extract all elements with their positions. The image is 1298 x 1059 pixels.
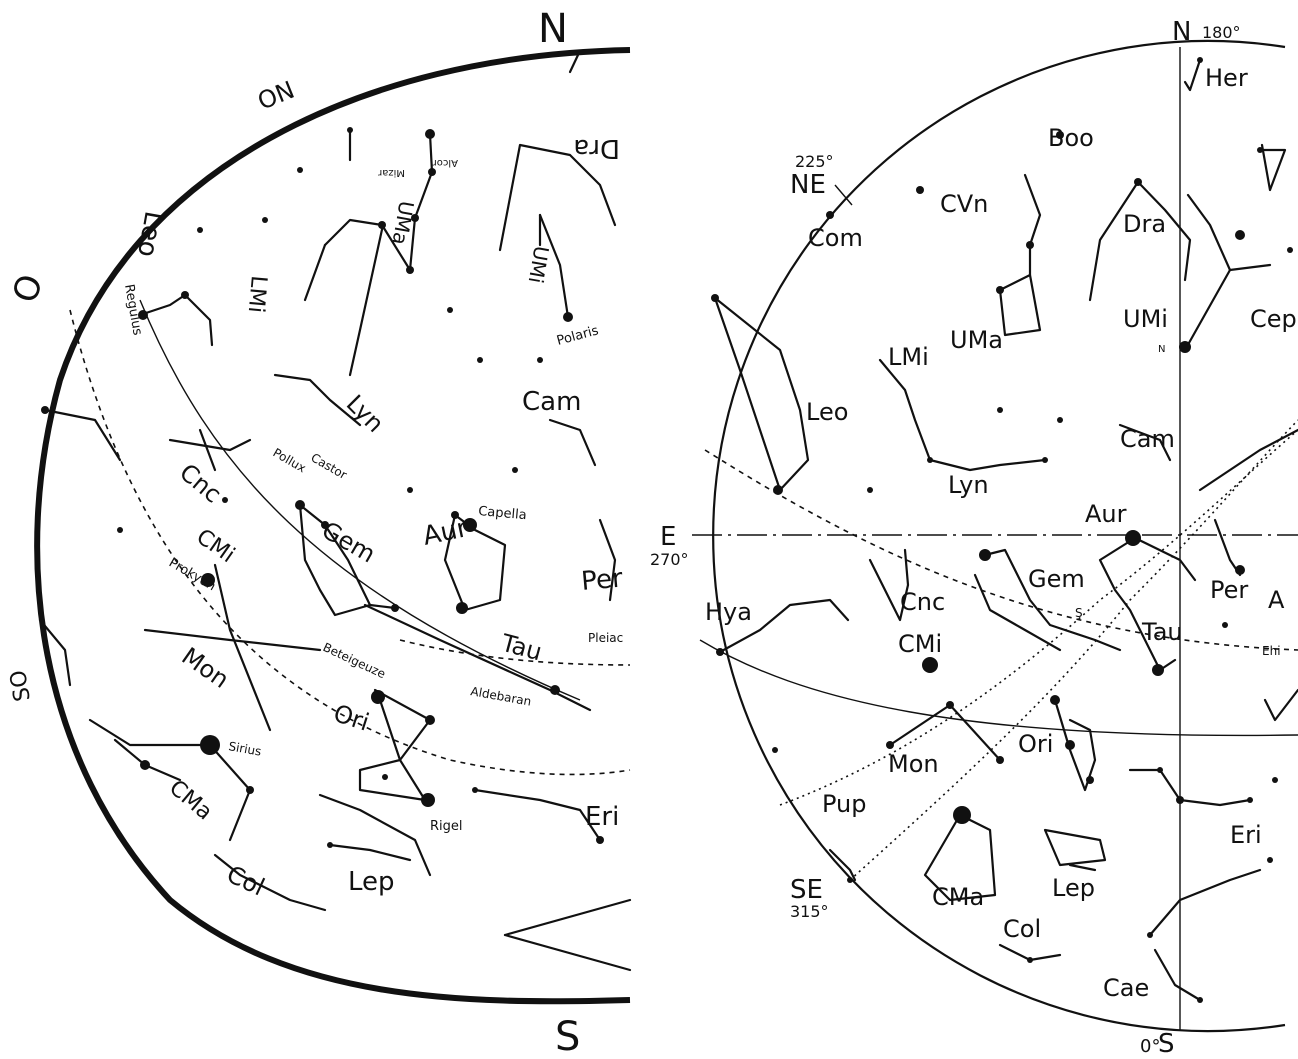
right-pole-marker: N bbox=[1158, 344, 1165, 355]
right-cardinal-e: E bbox=[660, 522, 676, 552]
right-label-com: Com bbox=[808, 224, 863, 252]
left-label-tau: Tau bbox=[497, 628, 544, 666]
left-star-alcor: Alcor bbox=[432, 157, 458, 168]
left-cardinal-s: S bbox=[555, 1014, 580, 1059]
right-label-gem: Gem bbox=[1028, 565, 1085, 593]
left-star-rigel: Rigel bbox=[430, 819, 463, 834]
right-label-col: Col bbox=[1003, 915, 1041, 943]
right-cardinal-s-deg: 0° bbox=[1140, 1036, 1160, 1057]
right-label-uma: UMa bbox=[950, 326, 1003, 354]
left-label-leo: Leo bbox=[131, 209, 169, 259]
right-stars bbox=[711, 57, 1293, 1003]
right-constellation-lines bbox=[713, 58, 1298, 1002]
right-label-a-cut: A bbox=[1268, 586, 1285, 614]
left-label-aur: Aur bbox=[420, 513, 471, 552]
left-cardinal-sw: SO bbox=[6, 668, 36, 703]
right-horizon-circle bbox=[712, 39, 1286, 1033]
right-label-cep: Cep bbox=[1250, 305, 1297, 333]
left-star-betelgeuze: Beteigeuze bbox=[321, 640, 388, 681]
left-equator-dashed bbox=[69, 309, 631, 776]
right-cardinal-ne: NE bbox=[790, 170, 826, 200]
right-equator-dashed bbox=[704, 449, 1298, 651]
right-label-dra: Dra bbox=[1123, 210, 1166, 238]
left-label-cam: Cam bbox=[522, 387, 581, 417]
right-label-leo: Leo bbox=[806, 398, 848, 426]
left-star-mizar: Mizar bbox=[377, 167, 405, 178]
right-label-lep: Lep bbox=[1052, 874, 1095, 902]
left-labels: N ON O SO S Leo LMi UMa UMi Dra Lyn Cam … bbox=[5, 6, 624, 1059]
left-star-pollux: Pollux bbox=[271, 445, 309, 475]
left-star-polaris: Polaris bbox=[555, 323, 600, 349]
left-stars bbox=[41, 127, 604, 848]
left-label-ori: Ori bbox=[330, 699, 372, 737]
left-label-cma: CMa bbox=[164, 775, 217, 825]
right-label-cam: Cam bbox=[1120, 425, 1175, 453]
left-star-aldebaran: Aldebaran bbox=[469, 684, 532, 708]
left-cardinal-nw: ON bbox=[254, 76, 299, 116]
left-star-castor: Castor bbox=[309, 450, 350, 482]
left-ecliptic-line bbox=[139, 299, 581, 701]
right-label-lyn: Lyn bbox=[948, 471, 989, 499]
left-dashed-lower bbox=[399, 639, 631, 666]
right-ne-tick bbox=[834, 184, 853, 206]
right-cardinal-ne-deg: 225° bbox=[795, 152, 834, 171]
right-label-aur: Aur bbox=[1085, 500, 1127, 528]
right-ecliptic-line bbox=[699, 639, 1298, 737]
right-label-cae: Cae bbox=[1103, 974, 1149, 1002]
left-label-per: Per bbox=[580, 563, 624, 597]
right-cardinal-n-deg: 180° bbox=[1202, 23, 1241, 42]
right-labels: N 180° 225° NE E 270° SE 315° 0° S Her B… bbox=[650, 17, 1297, 1059]
right-label-cnc: Cnc bbox=[900, 588, 945, 616]
left-cardinal-w: O bbox=[5, 269, 52, 308]
right-label-umi: UMi bbox=[1123, 305, 1168, 333]
right-cardinal-e-deg: 270° bbox=[650, 550, 689, 569]
right-cardinal-se: SE bbox=[790, 875, 823, 905]
right-cardinal-se-deg: 315° bbox=[790, 902, 829, 921]
right-label-pup: Pup bbox=[822, 790, 867, 818]
left-star-map: N ON O SO S Leo LMi UMa UMi Dra Lyn Cam … bbox=[5, 6, 632, 1059]
left-label-mon: Mon bbox=[177, 642, 235, 694]
right-label-boo: Boo bbox=[1048, 124, 1094, 152]
right-label-cmi: CMi bbox=[898, 630, 942, 658]
left-star-sirius: Sirius bbox=[227, 739, 262, 759]
right-cardinal-s: S bbox=[1158, 1029, 1175, 1059]
right-label-ehi: Ehi bbox=[1262, 644, 1281, 658]
left-star-pleiades: Pleiac bbox=[588, 631, 623, 645]
right-cardinal-n: N bbox=[1172, 17, 1191, 47]
right-star-map: N 180° 225° NE E 270° SE 315° 0° S Her B… bbox=[650, 17, 1298, 1059]
left-label-eri: Eri bbox=[585, 802, 619, 832]
right-milky-way-upper bbox=[779, 429, 1298, 806]
left-star-capella: Capella bbox=[478, 504, 528, 523]
right-label-per: Per bbox=[1210, 576, 1248, 604]
right-sun-marker: S bbox=[1075, 606, 1083, 620]
right-label-hya: Hya bbox=[705, 598, 752, 626]
left-label-cnc: Cnc bbox=[174, 458, 227, 508]
left-horizon-arc bbox=[34, 47, 631, 1005]
left-label-umi: UMi bbox=[524, 244, 554, 285]
right-label-lmi: LMi bbox=[888, 343, 929, 371]
right-milky-way-lower bbox=[849, 419, 1298, 881]
right-label-eri: Eri bbox=[1230, 821, 1262, 849]
right-label-tau: Tau bbox=[1141, 618, 1183, 646]
left-star-regulus: Regulus bbox=[121, 283, 145, 337]
left-label-dra: Dra bbox=[573, 133, 620, 163]
right-label-mon: Mon bbox=[888, 750, 939, 778]
right-label-cma: CMa bbox=[932, 883, 984, 911]
right-label-cvn: CVn bbox=[940, 190, 988, 218]
left-cardinal-n: N bbox=[538, 6, 568, 52]
right-label-her: Her bbox=[1205, 64, 1248, 92]
left-label-cmi: CMi bbox=[192, 524, 239, 568]
left-constellation-lines bbox=[38, 53, 632, 972]
left-label-lyn: Lyn bbox=[341, 389, 390, 438]
left-label-lep: Lep bbox=[348, 867, 395, 897]
right-label-ori: Ori bbox=[1018, 730, 1053, 758]
left-label-lmi: LMi bbox=[243, 274, 271, 313]
